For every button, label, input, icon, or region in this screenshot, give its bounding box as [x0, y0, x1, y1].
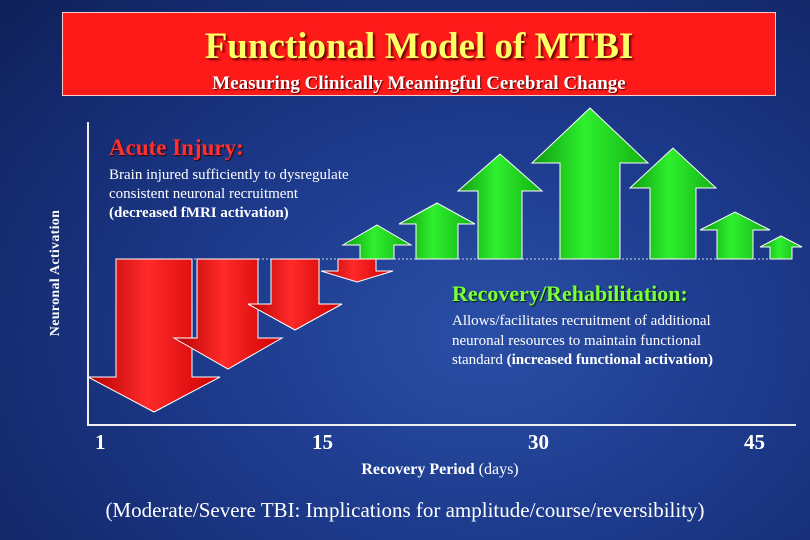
acute-injury-description: Brain injured sufficiently to dysregulat… [109, 166, 409, 223]
acute-line-3: (decreased fMRI activation) [109, 205, 289, 221]
x-axis-label: Recovery Period (days) [250, 461, 630, 479]
recovery-line-1: Allows/facilitates recruitment of additi… [452, 313, 711, 329]
acute-line-2: consistent neuronal recruitment [109, 186, 299, 202]
page-title: Functional Model of MTBI [204, 26, 634, 67]
recovery-description: Allows/facilitates recruitment of additi… [452, 312, 782, 371]
recovery-line-3: standard (increased functional activatio… [452, 351, 782, 371]
up-arrow-7 [759, 235, 803, 260]
x-axis-label-bold: Recovery Period [361, 461, 475, 478]
up-arrow-5 [628, 147, 718, 260]
recovery-line-2: neuronal resources to maintain functiona… [452, 332, 702, 349]
x-axis-label-unit: (days) [474, 461, 519, 478]
x-tick-45: 45 [744, 430, 765, 454]
up-arrow-3 [456, 153, 544, 260]
up-arrow-1 [341, 224, 413, 260]
up-arrow-2 [398, 202, 476, 260]
recovery-line-3-bold: (increased functional activation) [506, 352, 713, 368]
x-tick-30: 30 [528, 430, 549, 454]
up-arrow-4 [530, 107, 650, 260]
title-banner: Functional Model of MTBI Measuring Clini… [62, 12, 776, 96]
recovery-title: Recovery/Rehabilitation: [452, 281, 688, 306]
x-tick-15: 15 [312, 430, 333, 454]
recovery-line-3-plain: standard [452, 352, 507, 368]
footnote: (Moderate/Severe TBI: Implications for a… [105, 498, 705, 522]
down-arrow-3 [247, 258, 343, 331]
down-arrow-4 [320, 258, 394, 283]
down-arrow-1 [87, 258, 221, 413]
down-arrow-2 [172, 258, 284, 370]
acute-injury-title: Acute Injury: [109, 135, 244, 160]
page-subtitle: Measuring Clinically Meaningful Cerebral… [212, 73, 626, 94]
x-tick-1: 1 [95, 430, 106, 454]
up-arrow-6 [699, 211, 771, 260]
acute-line-1: Brain injured sufficiently to dysregulat… [109, 167, 349, 183]
